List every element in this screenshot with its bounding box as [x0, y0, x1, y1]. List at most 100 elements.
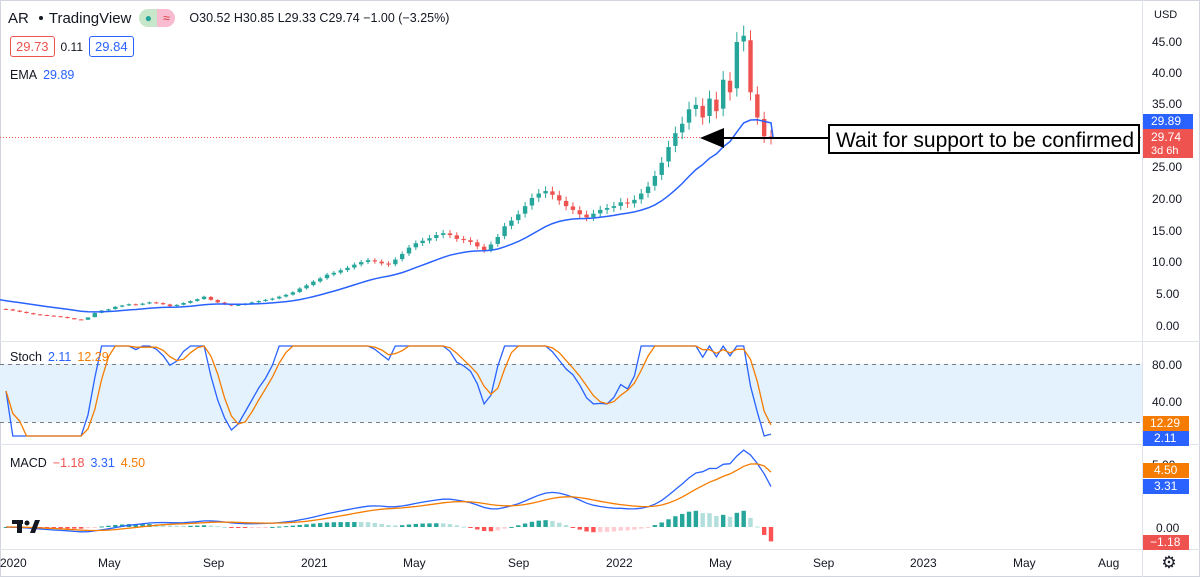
- price-tick: 35.00: [1152, 97, 1182, 111]
- macd-histogram-bar: [659, 522, 664, 527]
- candle-body: [488, 244, 494, 250]
- candle-body: [495, 236, 500, 244]
- macd-histogram-bar: [133, 524, 138, 527]
- annotation-callout[interactable]: Wait for support to be confirmed: [828, 124, 1140, 154]
- candle-body: [181, 302, 186, 305]
- macd-histogram-bar: [317, 523, 323, 527]
- stoch-k-value: 2.11: [47, 350, 72, 364]
- candle-body: [502, 226, 507, 237]
- price-tick: 20.00: [1152, 192, 1182, 206]
- macd-histogram-bar: [92, 527, 97, 528]
- candle-body: [263, 299, 268, 302]
- price-tick: 10.00: [1152, 255, 1182, 269]
- macd-signal-value: 4.50: [120, 456, 146, 470]
- macd-histogram-bar: [707, 513, 712, 527]
- candle-body: [529, 197, 535, 206]
- macd-histogram-bar: [447, 524, 453, 527]
- macd-histogram-bar: [270, 526, 275, 528]
- macd-histogram-bar: [652, 525, 658, 527]
- candle-body: [324, 274, 330, 279]
- time-axis[interactable]: 2020 May Sep 2021 May Sep 2022 May Sep 2…: [0, 556, 1119, 570]
- macd-histogram-bar: [618, 527, 623, 531]
- tradingview-logo-icon[interactable]: [12, 518, 42, 536]
- ema-legend[interactable]: EMA 29.89: [10, 68, 75, 82]
- candle-body: [174, 304, 179, 307]
- macd-legend[interactable]: MACD −1.18 3.31 4.50: [10, 456, 146, 470]
- macd-tick: 0.00: [1156, 521, 1180, 535]
- macd-histogram-bar: [188, 525, 193, 527]
- macd-histogram-bar: [720, 514, 726, 527]
- macd-signal-tag-text: 4.50: [1154, 463, 1178, 477]
- macd-histogram-bar: [536, 520, 541, 527]
- symbol-legend[interactable]: AR TradingView ● ≈ O30.52 H30.85 L29.33 C…: [8, 8, 449, 28]
- stoch-legend[interactable]: Stoch 2.11 12.29: [10, 350, 109, 364]
- candle-body: [447, 233, 453, 236]
- macd-histogram-bar: [625, 527, 630, 531]
- macd-histogram-bar: [543, 520, 548, 527]
- candle-body: [468, 240, 473, 242]
- macd-axis[interactable]: 5.00 4.50 3.31 0.00 −1.18: [1143, 458, 1189, 550]
- stoch-d-tag: [1143, 416, 1189, 431]
- settings-gear-icon[interactable]: ⚙: [1161, 553, 1177, 572]
- macd-histogram-bar: [468, 527, 473, 528]
- candle-body: [604, 208, 610, 210]
- ema-value: 29.89: [43, 68, 75, 82]
- time-label: May: [98, 556, 121, 570]
- candle-body: [645, 186, 651, 194]
- macd-histogram-bar: [666, 519, 671, 527]
- candle-body: [632, 199, 637, 204]
- candle-body: [625, 202, 630, 204]
- macd-hist-value: −1.18: [52, 456, 85, 470]
- candle-body: [680, 123, 685, 133]
- close-price-tag-text: 29.74: [1151, 130, 1181, 144]
- candle-body: [543, 191, 548, 194]
- buy-button[interactable]: 29.84: [89, 36, 134, 57]
- ema-line: [0, 119, 774, 313]
- candle-body: [270, 298, 275, 300]
- bid-ask-row[interactable]: 29.73 0.11 29.84: [10, 36, 134, 57]
- macd-histogram-bar: [495, 527, 500, 531]
- candle-body: [44, 314, 50, 316]
- macd-histogram-bar: [488, 527, 494, 532]
- macd-histogram-bar: [727, 516, 733, 527]
- candle-body: [570, 206, 576, 210]
- candle-body: [188, 301, 193, 303]
- candle-body: [536, 193, 541, 198]
- price-tick: 25.00: [1152, 160, 1182, 174]
- spread-value: 0.11: [60, 39, 84, 54]
- macd-histogram-bar: [140, 524, 145, 527]
- market-status-pill[interactable]: ● ≈: [139, 9, 176, 27]
- price-axis[interactable]: USD 45.00 40.00 35.00 25.00 20.00 15.00 …: [1143, 9, 1193, 333]
- candle-body: [475, 242, 480, 247]
- candle-body: [65, 316, 70, 319]
- macd-histogram-bar: [119, 524, 125, 527]
- macd-histogram-bar: [632, 527, 637, 530]
- sell-button[interactable]: 29.73: [10, 36, 55, 57]
- stoch-tick: 80.00: [1152, 358, 1182, 372]
- data-source: TradingView: [48, 9, 132, 27]
- macd-histogram-bar: [72, 527, 77, 529]
- stoch-k-tag: [1143, 431, 1189, 446]
- candle-body: [58, 316, 63, 318]
- candle-body: [591, 213, 596, 218]
- candle-body: [277, 296, 282, 299]
- macd-histogram-bar: [645, 527, 651, 528]
- macd-histogram-bar: [331, 522, 337, 527]
- macd-line-tag-text: 3.31: [1154, 479, 1178, 493]
- candle-body: [522, 206, 528, 214]
- macd-histogram-bar: [379, 523, 384, 527]
- time-label: 2023: [910, 556, 937, 570]
- candle-body: [17, 310, 22, 312]
- macd-histogram-bar: [399, 525, 405, 527]
- price-candles: [3, 25, 774, 321]
- candle-body: [215, 300, 220, 303]
- candle-body: [693, 104, 699, 109]
- macd-histogram-bar: [338, 522, 343, 527]
- candle-body: [24, 311, 29, 314]
- stoch-axis[interactable]: 80.00 40.00 12.29 2.11: [1143, 358, 1189, 446]
- symbol-name[interactable]: AR: [8, 9, 29, 27]
- candle-body: [249, 302, 255, 304]
- macd-signal-line: [6, 463, 772, 532]
- macd-histogram-bar: [324, 522, 330, 527]
